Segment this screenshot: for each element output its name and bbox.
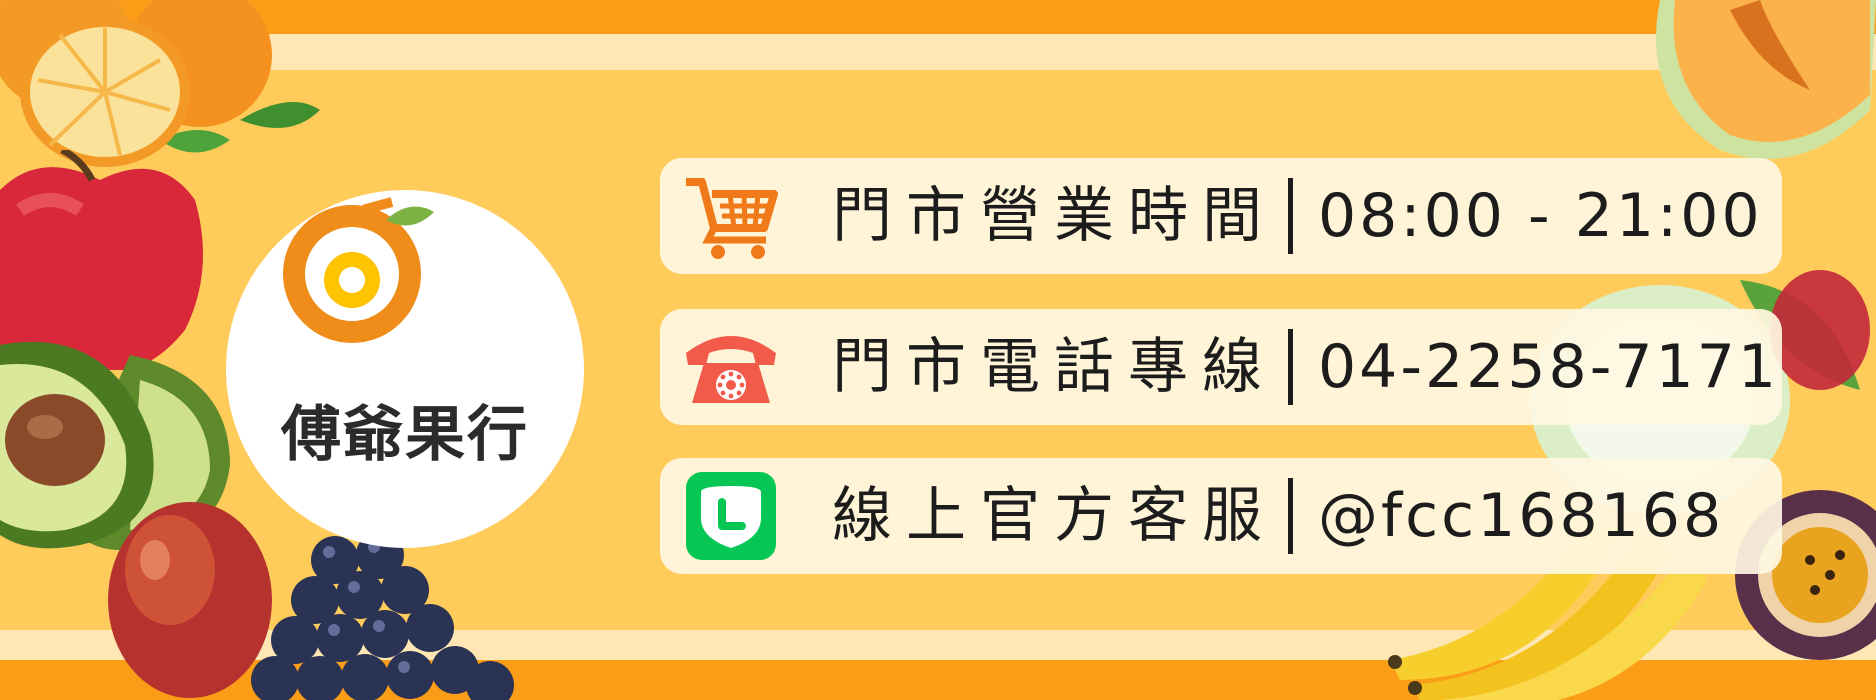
store-hours-value: 08:00 - 21:00 — [1318, 181, 1763, 251]
telephone-icon — [686, 336, 776, 403]
line-support-row: 線上官方客服 @fcc168168 — [660, 458, 1782, 574]
row-separator — [1288, 478, 1293, 554]
line-support-label: 線上官方客服 — [832, 481, 1276, 551]
row-separator — [1288, 329, 1293, 405]
store-phone-value[interactable]: 04-2258-7171 — [1318, 332, 1780, 402]
apple-fruit-image — [0, 150, 203, 370]
store-phone-label: 門市電話專線 — [832, 332, 1276, 402]
line-app-icon — [686, 472, 776, 560]
store-logo: 傅爺果行 — [226, 190, 584, 548]
store-hours-row: 門市營業時間 08:00 - 21:00 — [660, 158, 1782, 274]
top-orange-stripe — [0, 0, 1876, 34]
melon-fruit-image — [1656, 0, 1876, 159]
shopping-cart-icon — [686, 178, 778, 259]
top-cream-stripe — [0, 34, 1876, 70]
line-support-id[interactable]: @fcc168168 — [1318, 481, 1725, 551]
mango-fruit-image — [108, 502, 272, 698]
orange-logo-icon — [283, 197, 434, 343]
row-separator — [1288, 178, 1293, 254]
avocado-fruit-image — [0, 341, 230, 550]
passion-fruit-image — [1735, 490, 1876, 660]
store-phone-row: 門市電話專線 04-2258-7171 — [660, 309, 1782, 425]
store-logo-text: 傅爺果行 — [281, 400, 529, 470]
grapes-fruit-image — [251, 531, 514, 700]
store-hours-label: 門市營業時間 — [832, 181, 1276, 251]
orange-fruit-image — [0, 0, 320, 167]
